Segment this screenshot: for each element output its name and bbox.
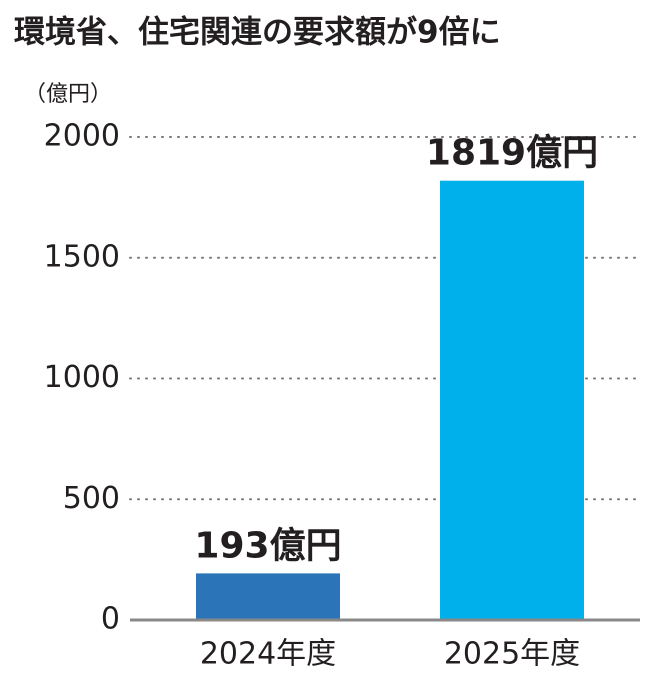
y-tick-label: 1500: [44, 239, 120, 274]
bar: [440, 180, 584, 621]
y-tick-label: 500: [63, 481, 120, 516]
y-tick-label: 0: [101, 602, 120, 637]
y-unit: （億円）: [24, 82, 112, 107]
chart-title: 環境省、住宅関連の要求額が9倍に: [14, 15, 501, 51]
x-tick-label: 2025年度: [444, 637, 580, 672]
value-label: 1819億円: [426, 133, 598, 174]
y-tick-label: 1000: [44, 360, 120, 395]
x-tick-label: 2024年度: [200, 637, 336, 672]
y-tick-label: 2000: [44, 119, 120, 154]
bar: [196, 573, 340, 620]
value-label: 193億円: [194, 525, 341, 566]
